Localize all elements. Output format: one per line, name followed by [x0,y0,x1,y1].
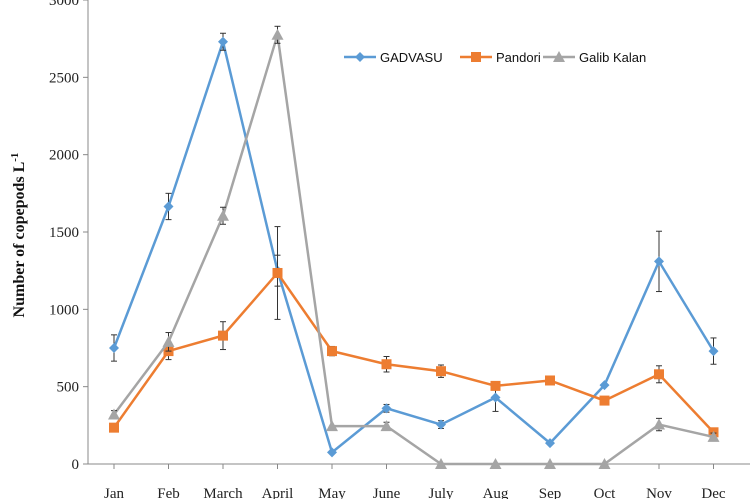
data-point-gadvasu [436,419,446,430]
y-tick-label: 2500 [49,70,79,86]
legend-swatch-marker [471,52,481,62]
y-tick-label: 1000 [49,302,79,318]
data-point-pandori [109,422,119,433]
data-point-galib-kalan [162,335,175,347]
x-tick-label: Aug [483,486,509,499]
data-point-galib-kalan [598,458,611,469]
x-tick-label: June [373,486,401,499]
series-galib-kalan [108,25,720,469]
y-axis-label: Number of copepods L-1 [9,153,28,318]
data-point-gadvasu [599,380,610,391]
y-axis-title: Number of copepods L-1 [9,153,28,318]
legend-item-pandori: Pandori [460,50,541,65]
data-point-pandori [490,380,501,391]
data-point-galib-kalan [707,430,720,442]
series-line-galib-kalan [112,34,714,466]
x-tick-label: March [203,486,243,499]
y-tick-label: 2000 [49,148,79,164]
legend-item-gadvasu: GADVASU [344,50,443,65]
y-tick-label: 1500 [49,225,79,241]
data-point-gadvasu [708,346,719,357]
data-point-gadvasu [381,403,392,414]
y-tick-label: 500 [57,380,80,396]
x-tick-label: Nov [646,486,672,499]
data-point-pandori [327,346,337,357]
data-point-pandori [599,395,610,406]
legend-label: Pandori [496,50,541,65]
y-tick-label: 0 [72,457,80,473]
data-point-galib-kalan [326,420,338,432]
x-tick-label: Sep [539,486,562,499]
legend-swatch-marker [553,51,565,62]
data-point-galib-kalan [489,458,502,469]
data-point-gadvasu [327,447,337,458]
x-tick-label: May [318,486,346,499]
series-line-pandori [112,270,715,434]
legend-label: Galib Kalan [579,50,646,65]
data-point-pandori [545,375,555,386]
data-point-pandori [218,330,228,341]
series-layer [108,25,720,469]
data-point-pandori [654,369,664,380]
x-tick-label: Jan [104,486,124,499]
data-point-galib-kalan [435,458,447,469]
legend-swatch-marker [355,52,365,62]
x-tick-labels: Jan Feb March April May June July Aug Sep Oct Nov D… [104,464,726,499]
x-tick-label: Feb [157,486,180,499]
data-point-pandori [381,359,392,370]
series-gadvasu [109,32,719,458]
data-point-gadvasu [490,392,501,403]
series-line-gadvasu [112,37,715,455]
x-tick-label: Dec [701,486,725,499]
data-point-galib-kalan [380,420,393,432]
data-point-pandori [272,267,283,278]
legend-label: GADVASU [380,50,443,65]
data-point-pandori [436,366,446,377]
data-point-galib-kalan [271,28,284,40]
data-point-galib-kalan [217,209,229,221]
legend: GADVASU Pandori Galib Kalan [344,50,646,65]
data-point-gadvasu [109,343,119,353]
data-point-gadvasu [163,201,174,212]
y-tick-label: 3000 [49,0,79,9]
y-tick-labels: 0 500 1000 1500 2000 2500 3000 [49,0,88,473]
data-point-gadvasu [218,36,228,47]
axes [87,0,750,465]
data-point-galib-kalan [544,458,556,469]
x-tick-label: Oct [594,486,616,499]
data-point-gadvasu [545,438,555,449]
x-tick-label: April [262,486,294,499]
legend-item-galib-kalan: Galib Kalan [543,50,646,65]
data-point-galib-kalan [108,408,120,420]
data-point-gadvasu [654,256,664,267]
data-point-galib-kalan [653,418,665,430]
x-tick-label: July [428,486,454,499]
